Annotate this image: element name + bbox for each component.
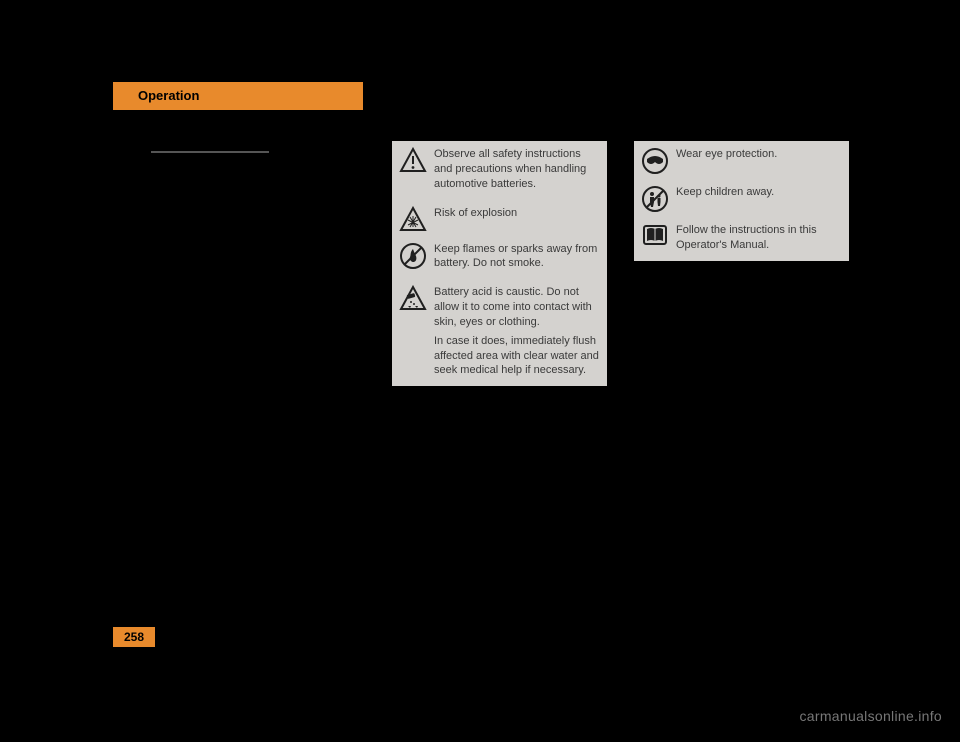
warning-text-line: Follow the instructions in this Operator… (676, 223, 841, 253)
corrosive-triangle-icon (392, 283, 434, 311)
warning-text: Follow the instructions in this Operator… (676, 221, 849, 257)
warning-text-line: Battery acid is caustic. Do not allow it… (434, 285, 599, 330)
warning-text-line: Keep flames or sparks away from battery.… (434, 242, 599, 272)
warning-text: Observe all safety instructions and prec… (434, 145, 607, 196)
warning-text-line: Keep children away. (676, 185, 841, 200)
section-header-label: Operation (138, 88, 199, 103)
warning-text-line: Wear eye protection. (676, 147, 841, 162)
table-row: Wear eye protection. (634, 141, 849, 179)
section-header-tab: Operation (113, 82, 363, 110)
explosion-triangle-icon (392, 204, 434, 232)
warning-text-line: In case it does, immediately flush affec… (434, 334, 599, 379)
warning-text-line: Risk of explosion (434, 206, 599, 221)
table-row: Battery acid is caustic. Do not allow it… (392, 279, 607, 386)
eye-protection-circle-icon (634, 145, 676, 175)
warning-text: Keep children away. (676, 183, 849, 204)
warning-text-line: Observe all safety instructions and prec… (434, 147, 599, 192)
warning-text: Risk of explosion (434, 204, 607, 225)
table-row: Follow the instructions in this Operator… (634, 217, 849, 261)
no-children-circle-icon (634, 183, 676, 213)
table-row: Keep children away. (634, 179, 849, 217)
page-number-badge: 258 (113, 627, 155, 647)
page-number-text: 258 (124, 630, 144, 644)
warning-text: Keep flames or sparks away from battery.… (434, 240, 607, 276)
table-row: Observe all safety instructions and prec… (392, 141, 607, 200)
page-container: Operation Observe all safety instruction… (0, 0, 960, 742)
battery-warning-table-left: Observe all safety instructions and prec… (392, 141, 607, 386)
table-row: Risk of explosion (392, 200, 607, 236)
table-row: Keep flames or sparks away from battery.… (392, 236, 607, 280)
section-rule (151, 151, 269, 153)
battery-warning-table-right: Wear eye protection. Keep children away. (634, 141, 849, 261)
warning-triangle-exclaim-icon (392, 145, 434, 173)
watermark-text: carmanualsonline.info (800, 708, 943, 724)
warning-text: Wear eye protection. (676, 145, 849, 166)
warning-text: Battery acid is caustic. Do not allow it… (434, 283, 607, 382)
no-flame-circle-icon (392, 240, 434, 270)
manual-book-icon (634, 221, 676, 247)
